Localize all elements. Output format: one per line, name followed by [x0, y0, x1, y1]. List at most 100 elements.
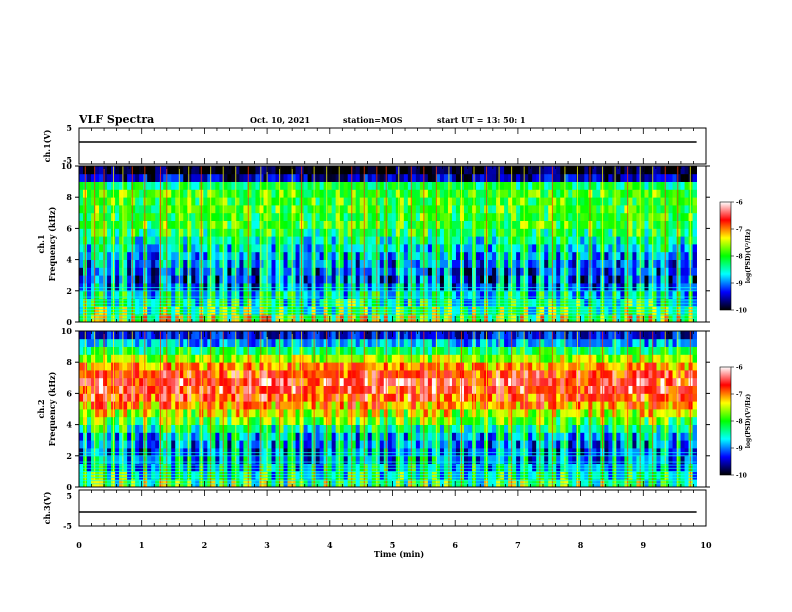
ch1-spec-cell	[504, 228, 509, 237]
ch1-spec-cell	[223, 236, 228, 245]
ch1-spec-cell	[624, 197, 629, 206]
ch1-spec-cell	[191, 197, 196, 206]
ch1-spec-cell	[79, 275, 84, 284]
ch1-spec-cell	[536, 166, 541, 175]
ch2-spec-cell	[339, 331, 345, 340]
ch1-spec-cell	[455, 220, 461, 229]
ch2-spec-cell	[147, 424, 152, 433]
ch1-spec-cell	[323, 181, 329, 190]
ch1-spec-cell	[664, 189, 669, 198]
ch1-spec-cell	[371, 251, 377, 260]
ch2-spec-cell	[367, 448, 373, 457]
ch1-spec-cell	[664, 314, 669, 323]
ch2-spec-cell	[107, 362, 112, 371]
ch1-spec-cell	[267, 197, 272, 206]
ch2-spec-cell	[363, 385, 369, 394]
ch2-spec-cell	[319, 370, 325, 379]
ch1-spec-cell	[343, 290, 349, 299]
ch1-spec-cell	[191, 306, 196, 315]
ch1-spec-cell	[155, 220, 160, 229]
ch2-spec-cell	[135, 479, 140, 488]
ch1-spec-cell	[403, 314, 409, 323]
ch1-spec-cell	[367, 251, 373, 260]
ch2-spec-cell	[327, 455, 333, 464]
ch1-spec-cell	[480, 173, 485, 182]
ch1-spec-cell	[572, 267, 577, 276]
ch1-spec-cell	[243, 314, 248, 323]
ch1-spec-cell	[343, 189, 349, 198]
ch1-spec-cell	[347, 220, 353, 229]
ch2-spec-cell	[359, 338, 365, 347]
ch2-spec-cell	[347, 346, 353, 355]
ch1-spec-cell	[335, 173, 341, 182]
ch1-spec-cell	[147, 173, 152, 182]
ch1-spec-cell	[540, 181, 545, 190]
ch1-spec-cell	[323, 220, 329, 229]
ch1-spec-cell	[548, 236, 553, 245]
ch2-spec-cell	[251, 471, 256, 480]
ch1-spec-cell	[524, 220, 529, 229]
ch1-spec-cell	[151, 283, 156, 292]
ch1-spec-cell	[355, 228, 361, 237]
ch2-spec-cell	[263, 385, 268, 394]
ch1-spec-cell	[267, 298, 272, 307]
ch2-spec-cell	[375, 432, 381, 441]
ch1-spec-cell	[516, 251, 521, 260]
ch1-spec-cell	[211, 306, 216, 315]
ch1-spec-cell	[91, 298, 96, 307]
ch2-spec-cell	[435, 463, 441, 472]
ch1-spec-cell	[139, 173, 144, 182]
ch2-spec-cell	[347, 424, 353, 433]
ch2-spec-cell	[435, 471, 441, 480]
ch1-spec-cell	[179, 259, 184, 268]
ch2-spec-cell	[175, 346, 180, 355]
ch2-spec-cell	[211, 331, 216, 340]
ch1-spec-cell	[407, 220, 413, 229]
ch1-spec-cell	[207, 298, 212, 307]
ch2-spec-cell	[143, 331, 148, 340]
ch2-spec-cell	[323, 463, 329, 472]
ch2-spec-cell	[99, 409, 104, 418]
ch1-spec-cell	[496, 267, 501, 276]
ch1-spec-cell	[131, 267, 136, 276]
ch1-spec-cell	[504, 166, 509, 175]
ch1-spec-cell	[520, 236, 525, 245]
ch2-spec-cell	[255, 432, 260, 441]
ch1-spec-cell	[435, 275, 441, 284]
ch1-spec-cell	[351, 181, 357, 190]
ch2-spec-cell	[215, 440, 220, 449]
ch2-spec-cell	[263, 471, 268, 480]
ch1-spec-cell	[347, 298, 353, 307]
ch1-spec-cell	[319, 236, 325, 245]
ch1-spec-cell	[431, 244, 437, 253]
ch1-spec-cell	[95, 173, 100, 182]
ch2-spec-cell	[327, 440, 333, 449]
ch1-spec-cell	[568, 181, 573, 190]
ch1-spec-cell	[251, 306, 256, 315]
ch2-spec-cell	[415, 455, 421, 464]
ch2-spec-cell	[363, 409, 369, 418]
ch1-spec-cell	[331, 267, 337, 276]
ch2-spec-cell	[231, 471, 236, 480]
ch2-spec-cell	[427, 416, 433, 425]
ch1-spec-cell	[115, 197, 120, 206]
ch1-spec-cell	[439, 212, 445, 221]
ch2-spec-cell	[327, 346, 333, 355]
ch2-spec-cell	[343, 401, 349, 410]
ch1-spec-cell	[568, 166, 573, 175]
ch1-spec-cell	[147, 283, 152, 292]
ch1-spec-cell	[295, 283, 300, 292]
ch1-spec-cell	[592, 236, 597, 245]
ch1-spec-cell	[183, 212, 188, 221]
ch2-spec-cell	[91, 385, 96, 394]
ch1-spec-cell	[339, 251, 345, 260]
ch1-spec-cell	[536, 228, 541, 237]
ch2-spec-cell	[115, 362, 120, 371]
ch2-spec-cell	[303, 416, 308, 425]
ch1-spec-cell	[275, 212, 280, 221]
ch2-spec-cell	[339, 346, 345, 355]
ch1-spec-cell	[576, 212, 581, 221]
ch1-spec-cell	[468, 283, 473, 292]
ch1-spec-cell	[279, 166, 284, 175]
ch1-spec-cell	[127, 220, 132, 229]
